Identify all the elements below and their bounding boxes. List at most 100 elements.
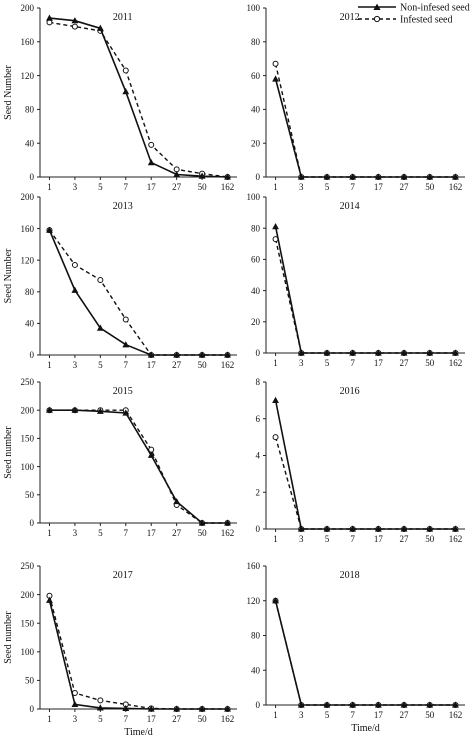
y-tick-label: 80 bbox=[251, 37, 261, 47]
x-tick-label: 3 bbox=[299, 710, 304, 720]
point-non-infested bbox=[122, 704, 130, 712]
y-tick-label: 40 bbox=[25, 138, 35, 148]
point-non-infested bbox=[323, 173, 331, 180]
x-tick-label: 1 bbox=[273, 710, 278, 720]
series-line-non-infested bbox=[274, 226, 456, 354]
x-tick-label: 162 bbox=[221, 360, 235, 370]
point-infested bbox=[97, 697, 104, 704]
chart-panel-2013: 0 40 80 120 160 200 1 3 5 7 17 27 50 162 2013 Seed Numb… bbox=[3, 192, 237, 370]
chart-panel-2018: 0 40 80 120 160 1 3 5 7 17 27 50 162 2018 Time/d bbox=[247, 561, 465, 734]
x-tick-label: 3 bbox=[73, 182, 78, 192]
panel-title: 2013 bbox=[113, 201, 133, 212]
y-tick-label: 250 bbox=[21, 377, 35, 387]
x-tick-label: 50 bbox=[425, 182, 435, 192]
y-tick-label: 0 bbox=[256, 172, 261, 182]
x-tick-label: 27 bbox=[400, 710, 410, 720]
point-non-infested bbox=[452, 525, 459, 532]
x-tick-label: 5 bbox=[325, 534, 330, 544]
y-tick-label: 200 bbox=[21, 590, 35, 600]
x-tick-label: 7 bbox=[124, 360, 129, 370]
x-tick-label: 5 bbox=[98, 360, 103, 370]
point-non-infested bbox=[426, 525, 434, 532]
x-tick-label: 3 bbox=[73, 714, 78, 724]
point-non-infested bbox=[374, 525, 382, 532]
y-tick-label: 40 bbox=[25, 319, 35, 329]
x-tick-label: 1 bbox=[47, 182, 52, 192]
point-non-infested bbox=[224, 351, 231, 358]
point-infested bbox=[272, 434, 279, 441]
y-tick-label: 120 bbox=[21, 255, 35, 265]
x-tick-label: 7 bbox=[350, 182, 355, 192]
x-tick-label: 17 bbox=[374, 182, 384, 192]
point-non-infested bbox=[452, 349, 459, 356]
point-non-infested bbox=[272, 75, 279, 82]
x-tick-label: 50 bbox=[198, 360, 208, 370]
x-tick-label: 27 bbox=[172, 182, 182, 192]
x-tick-label: 1 bbox=[47, 714, 52, 724]
x-tick-label: 5 bbox=[98, 714, 103, 724]
legend-marker-infested bbox=[373, 15, 381, 23]
point-non-infested bbox=[297, 349, 305, 356]
x-tick-label: 7 bbox=[124, 528, 129, 538]
x-tick-label: 17 bbox=[374, 710, 384, 720]
y-tick-label: 120 bbox=[21, 71, 35, 81]
y-tick-label: 100 bbox=[21, 647, 35, 657]
point-non-infested bbox=[198, 519, 206, 526]
y-tick-label: 200 bbox=[21, 192, 35, 202]
x-tick-label: 50 bbox=[425, 534, 435, 544]
y-tick-label: 40 bbox=[251, 105, 261, 115]
point-non-infested bbox=[96, 24, 104, 31]
panel-title: 2012 bbox=[340, 12, 360, 23]
point-non-infested bbox=[374, 173, 382, 180]
x-tick-label: 50 bbox=[198, 714, 208, 724]
y-tick-label: 2 bbox=[256, 487, 261, 497]
legend-marker-non-infested bbox=[373, 3, 381, 10]
point-non-infested bbox=[96, 407, 104, 414]
y-tick-label: 0 bbox=[30, 350, 35, 360]
point-non-infested bbox=[173, 351, 181, 358]
point-non-infested bbox=[46, 226, 53, 233]
x-tick-label: 50 bbox=[425, 710, 435, 720]
point-non-infested bbox=[198, 705, 206, 712]
y-tick-label: 0 bbox=[30, 704, 35, 714]
x-tick-label: 27 bbox=[172, 714, 182, 724]
y-axis-label: Seed Number bbox=[3, 64, 14, 119]
x-tick-label: 50 bbox=[198, 182, 208, 192]
x-tick-label: 3 bbox=[299, 534, 304, 544]
x-tick-label: 17 bbox=[147, 714, 157, 724]
legend: Non-infesed seed Infested seed bbox=[358, 3, 470, 26]
point-non-infested bbox=[323, 349, 331, 356]
point-non-infested bbox=[224, 705, 231, 712]
x-tick-label: 3 bbox=[73, 528, 78, 538]
point-non-infested bbox=[198, 172, 206, 179]
x-tick-label: 27 bbox=[172, 528, 182, 538]
y-tick-label: 40 bbox=[251, 665, 261, 675]
panel-title: 2011 bbox=[113, 12, 133, 23]
y-tick-label: 8 bbox=[256, 377, 261, 387]
point-non-infested bbox=[452, 173, 459, 180]
series-line-infested bbox=[48, 229, 228, 356]
point-non-infested bbox=[374, 349, 382, 356]
point-non-infested bbox=[46, 596, 53, 603]
y-tick-label: 60 bbox=[251, 255, 261, 265]
series-line-non-infested bbox=[274, 78, 456, 178]
point-infested bbox=[71, 23, 78, 30]
panel-title: 2016 bbox=[340, 386, 360, 397]
panel-title: 2018 bbox=[340, 570, 360, 581]
x-tick-label: 3 bbox=[299, 182, 304, 192]
y-tick-label: 80 bbox=[25, 287, 35, 297]
point-non-infested bbox=[426, 349, 434, 356]
point-non-infested bbox=[46, 14, 53, 21]
series-line-infested bbox=[274, 238, 456, 354]
point-non-infested bbox=[323, 525, 331, 532]
series-line-non-infested bbox=[48, 229, 228, 356]
chart-panel-2017: 0 50 100 150 200 250 1 3 5 7 17 27 50 162 2017 Seed num… bbox=[3, 561, 237, 738]
point-non-infested bbox=[272, 396, 279, 403]
y-tick-label: 20 bbox=[251, 138, 261, 148]
point-non-infested bbox=[71, 17, 79, 24]
x-axis-label: Time/d bbox=[124, 727, 153, 738]
point-infested bbox=[272, 60, 279, 67]
y-tick-label: 40 bbox=[251, 286, 261, 296]
